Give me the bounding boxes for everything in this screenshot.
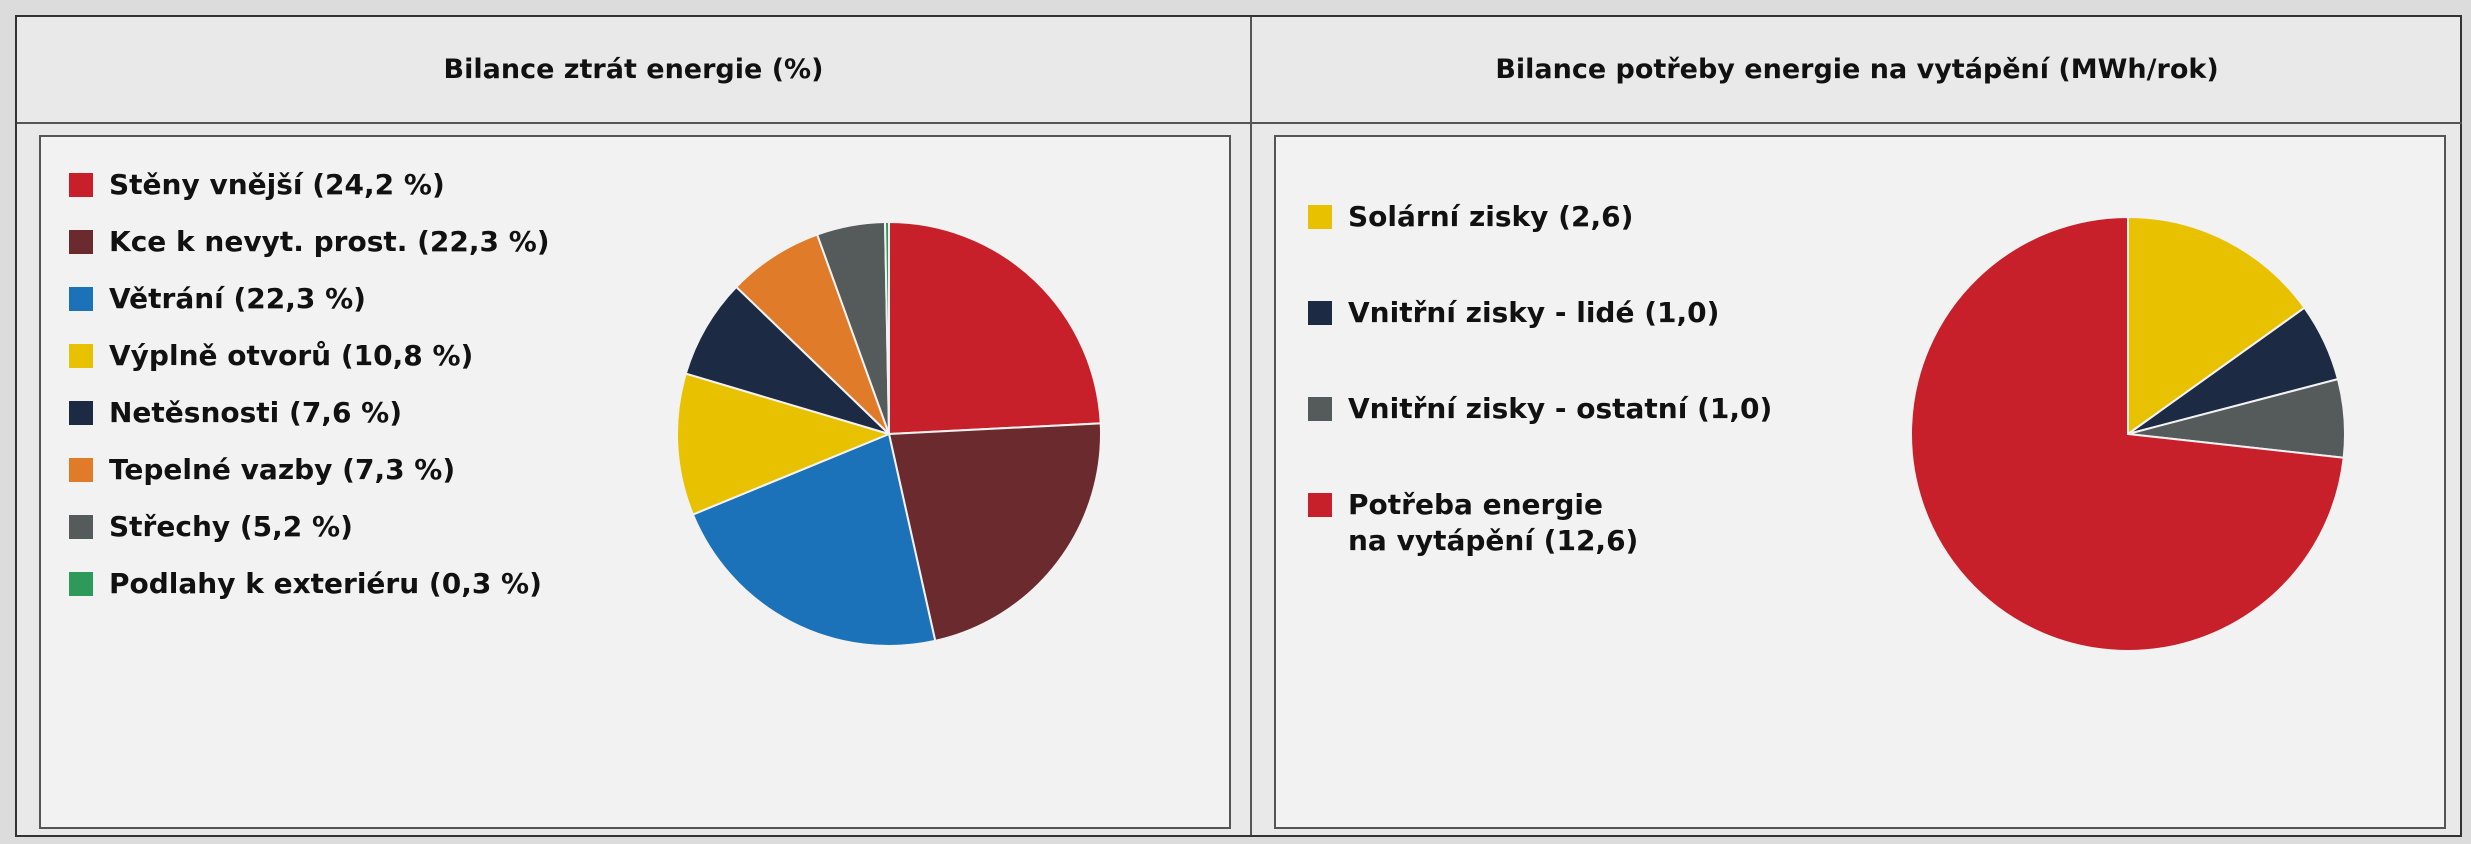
legend-item: Tepelné vazby (7,3 %) [69,452,455,488]
legend-item: Podlahy k exteriéru (0,3 %) [69,566,542,602]
legend-label: Vnitřní zisky - lidé (1,0) [1348,296,1720,329]
legend-label: Kce k nevyt. prost. (22,3 %) [109,225,550,258]
legend-swatch [69,572,93,596]
chart-title: Bilance potřeby energie na vytápění (MWh… [1252,17,2462,124]
legend-item: Kce k nevyt. prost. (22,3 %) [69,224,550,260]
chart-cell: Bilance ztrát energie (%) Stěny vnější (2… [17,17,1250,835]
legend-label: Netěsnosti (7,6 %) [109,396,403,429]
pie-slice [1910,215,2345,652]
pie-slice [691,432,937,647]
legend-swatch [1308,397,1332,421]
legend-label: Solární zisky (2,6) [1348,200,1634,233]
legend-item: Větrání (22,3 %) [69,281,366,317]
legend-swatch [69,173,93,197]
legend-label: Vnitřní zisky - ostatní (1,0) [1348,392,1773,425]
legend-swatch [1308,493,1332,517]
legend-swatch [1308,301,1332,325]
pie-slice [887,422,1102,643]
legend-swatch [69,230,93,254]
legend-label: Větrání (22,3 %) [109,282,366,315]
pie-slice [684,285,890,435]
chart-title: Bilance ztrát energie (%) [17,17,1250,124]
legend-swatch [69,344,93,368]
pie-slice [883,220,890,435]
pie-slice [676,372,893,516]
legend-swatch [69,515,93,539]
frame: Bilance ztrát energie (%) Stěny vnější (2… [15,15,2462,837]
legend-item: Potřeba energie na vytápění (12,6) [1308,487,1638,559]
chart-cell: Bilance potřeby energie na vytápění (MWh… [1250,17,2462,835]
pie [676,220,1102,647]
legend-label: Podlahy k exteriéru (0,3 %) [109,567,542,600]
legend-label: Střechy (5,2 %) [109,510,353,543]
legend-label: Stěny vnější (24,2 %) [109,168,445,201]
legend-item: Střechy (5,2 %) [69,509,353,545]
pie [1910,215,2346,652]
pie-slice [734,233,890,435]
chart-panel: Solární zisky (2,6) Vnitřní zisky - lidé … [1274,135,2446,829]
legend-swatch [1308,205,1332,229]
legend-label: Potřeba energie na vytápění (12,6) [1348,488,1639,557]
legend-item: Vnitřní zisky - lidé (1,0) [1308,295,1719,331]
legend-item: Solární zisky (2,6) [1308,199,1633,235]
legend-swatch [69,401,93,425]
legend-label: Tepelné vazby (7,3 %) [109,453,456,486]
legend-item: Stěny vnější (24,2 %) [69,167,445,203]
legend-swatch [69,458,93,482]
legend-item: Výplně otvorů (10,8 %) [69,338,473,374]
chart-panel: Stěny vnější (24,2 %) Kce k nevyt. prost.… [39,135,1231,829]
pie-slice [2127,215,2306,436]
pie-slice [888,220,1102,436]
legend-item: Vnitřní zisky - ostatní (1,0) [1308,391,1772,427]
legend-swatch [69,287,93,311]
legend-label: Výplně otvorů (10,8 %) [109,339,474,372]
legend-item: Netěsnosti (7,6 %) [69,395,402,431]
